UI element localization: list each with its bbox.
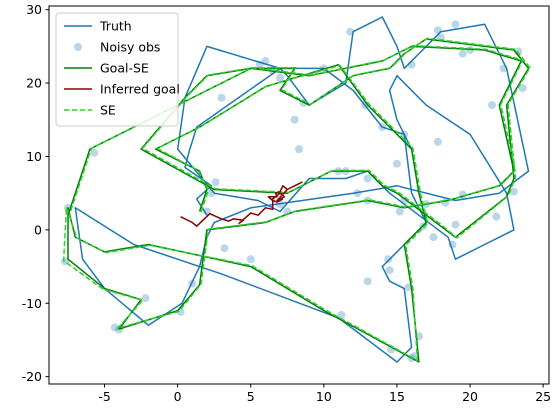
noisy-obs-point — [392, 159, 401, 168]
x-tick-label: 20 — [462, 389, 478, 404]
noisy-obs-point — [378, 123, 387, 132]
noisy-obs-point — [395, 207, 404, 216]
noisy-obs-point — [290, 115, 299, 124]
legend: Truth Noisy obs Goal-SE Inferred goal SE — [55, 12, 180, 127]
x-tick-label: 0 — [174, 389, 182, 404]
noisy-obs-point — [384, 255, 393, 264]
y-tick-label: -10 — [22, 296, 42, 311]
noisy-obs-point — [207, 189, 216, 198]
noisy-obs-point — [363, 277, 372, 286]
noisy-obs-point — [451, 220, 460, 229]
y-tick-label: 20 — [26, 76, 42, 91]
legend-label: Truth — [99, 19, 132, 34]
legend-box — [55, 12, 179, 127]
noisy-obs-point — [492, 212, 501, 221]
noisy-obs-point — [90, 148, 99, 157]
noisy-obs-point — [385, 266, 394, 275]
noisy-obs-point — [255, 60, 264, 69]
noisy-obs-point — [217, 93, 226, 102]
y-tick-label: 10 — [26, 149, 42, 164]
noisy-obs-point — [509, 187, 518, 196]
noisy-obs-point — [275, 73, 284, 82]
legend-swatch — [74, 43, 82, 51]
y-tick-label: 0 — [34, 222, 42, 237]
x-tick-label: -5 — [98, 389, 110, 404]
noisy-obs-point — [211, 178, 220, 187]
noisy-obs-point — [141, 294, 150, 303]
noisy-obs-point — [433, 26, 442, 35]
noisy-obs-point — [363, 174, 372, 183]
legend-label: Goal-SE — [100, 61, 149, 76]
x-axis: -5 0 5 10 15 20 25 — [98, 384, 551, 404]
noisy-obs-point — [400, 130, 409, 139]
y-tick-label: 30 — [26, 2, 42, 17]
y-tick-label: -20 — [22, 369, 42, 384]
legend-label: Inferred goal — [100, 82, 180, 97]
noisy-obs-point — [202, 207, 211, 216]
noisy-obs-point — [433, 137, 442, 146]
x-tick-label: 10 — [316, 389, 332, 404]
noisy-obs-point — [407, 60, 416, 69]
noisy-obs-point — [458, 49, 467, 58]
noisy-obs-point — [499, 64, 508, 73]
noisy-obs-point — [220, 244, 229, 253]
noisy-obs-point — [346, 27, 355, 36]
noisy-obs-point — [337, 311, 346, 320]
axes-frame — [48, 5, 550, 385]
noisy-obs-point — [246, 255, 255, 264]
noisy-obs-point — [188, 279, 197, 288]
noisy-obs-point — [353, 189, 362, 198]
plot-area — [61, 16, 531, 363]
series-inferred-goal-line — [180, 181, 303, 227]
series-se-line — [62, 37, 531, 362]
noisy-obs-point — [518, 84, 527, 93]
legend-label: SE — [100, 103, 116, 118]
x-tick-label: 15 — [389, 389, 405, 404]
noisy-obs-point — [451, 20, 460, 29]
noisy-obs-point — [448, 240, 457, 249]
noisy-obs-point — [295, 145, 303, 154]
noisy-obs-point — [110, 323, 119, 332]
x-tick-label: 5 — [247, 389, 255, 404]
legend-label: Noisy obs — [100, 40, 160, 55]
noisy-obs-point — [487, 101, 496, 110]
noisy-obs-point — [261, 57, 270, 66]
noisy-obs-point — [429, 233, 438, 242]
x-tick-label: 25 — [535, 389, 551, 404]
y-axis: -20 -10 0 10 20 30 — [22, 2, 49, 384]
